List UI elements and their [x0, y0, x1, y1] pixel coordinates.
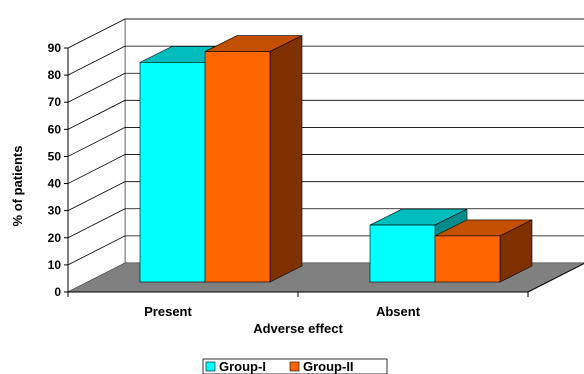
y-tick-label: 20 [48, 231, 62, 245]
legend-label: Group-II [303, 359, 354, 374]
bar-front [204, 51, 271, 283]
legend-swatch [289, 361, 300, 372]
x-tick-label: Absent [376, 304, 421, 319]
bar-front [139, 62, 206, 283]
axes [64, 47, 584, 297]
legend-entry: Group-II [289, 359, 354, 374]
x-axis-depth-line [527, 262, 584, 293]
y-tick-label: 60 [48, 122, 62, 136]
y-tick-label: 40 [48, 177, 62, 191]
legend: Group-I Group-II [202, 358, 388, 374]
x-category-labels: Present Absent [144, 304, 421, 319]
bar-front [434, 235, 501, 283]
gridline [67, 181, 584, 212]
bar [434, 219, 533, 283]
gridline [67, 127, 584, 157]
bar-front [369, 224, 436, 283]
y-axis-label: % of patients [10, 146, 25, 227]
gridline [67, 154, 584, 184]
gridline [67, 72, 584, 103]
y-tick-label: 10 [48, 258, 62, 272]
y-tick-label: 50 [48, 149, 62, 163]
y-tick-label: 0 [54, 285, 61, 299]
legend-label: Group-I [219, 359, 266, 374]
gridline [67, 45, 584, 76]
y-tick-labels: 0 10 20 30 40 50 60 70 80 90 [48, 41, 62, 299]
side-wall [67, 18, 126, 293]
y-tick-label: 30 [48, 204, 62, 218]
x-axis-label: Adverse effect [253, 321, 343, 336]
gridline [67, 18, 584, 49]
gridline [67, 99, 584, 130]
bars [139, 35, 533, 283]
x-tick-label: Present [144, 304, 192, 319]
legend-entry: Group-I [205, 359, 266, 374]
y-tick-label: 70 [48, 95, 62, 109]
bar [204, 35, 303, 283]
y-tick-label: 90 [48, 41, 62, 55]
legend-swatch [205, 361, 216, 372]
bar-side [269, 35, 303, 283]
y-tick-label: 80 [48, 68, 62, 82]
